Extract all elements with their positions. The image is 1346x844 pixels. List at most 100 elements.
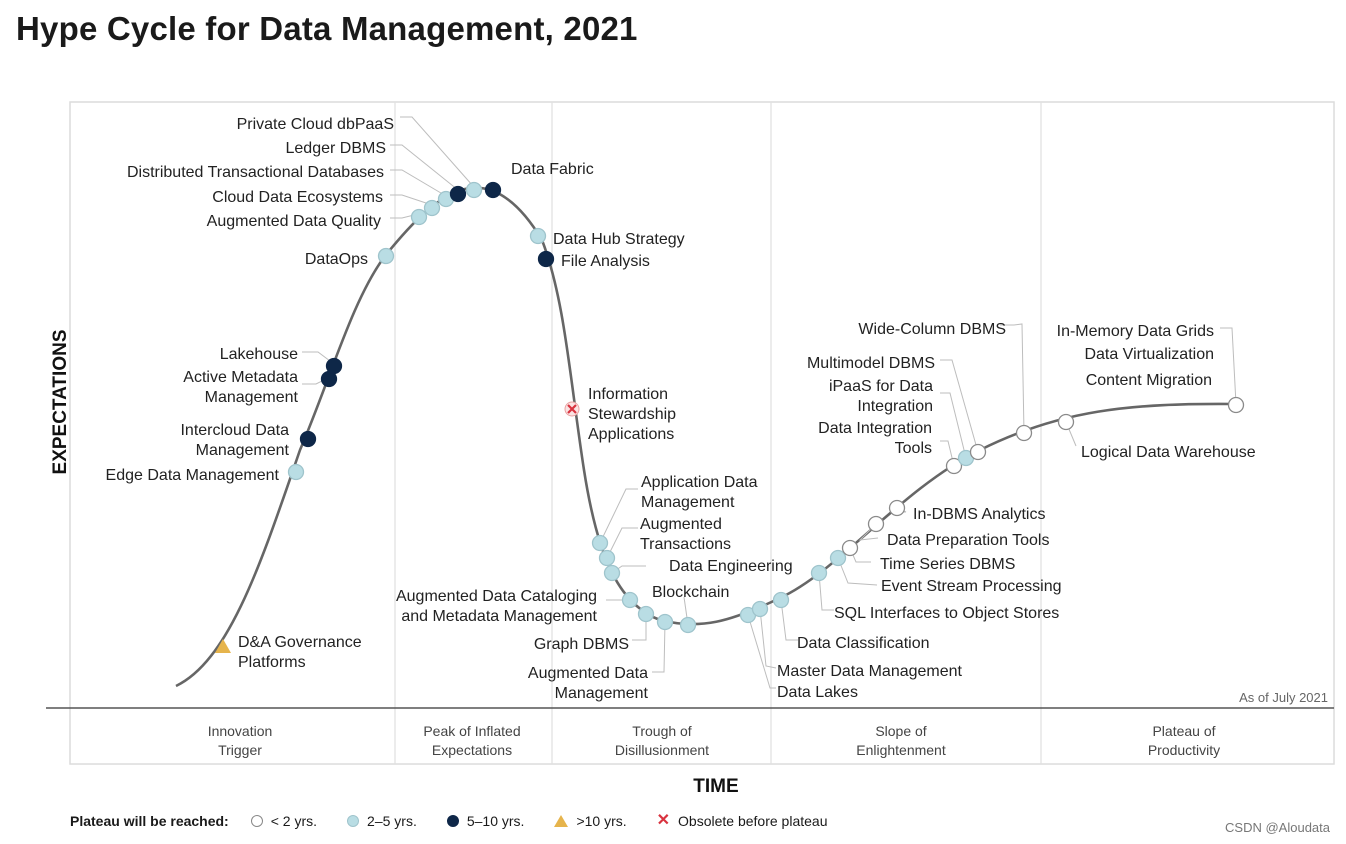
label-data-fabric: Data Fabric [511,161,594,178]
marker-augmented-data-cataloging-and-metadata-management [621,591,639,609]
label-application-data-management: Application Data Management [641,474,758,511]
marker-master-data-management [751,600,769,618]
phase-label-4: Slope of Enlightenment [856,723,946,758]
marker-data-integration-tools [945,457,963,475]
legend-label: 2–5 yrs. [367,813,417,829]
marker-multimodel-dbms [969,443,987,461]
phase-label-5: Plateau of Productivity [1148,723,1220,758]
marker-augmented-transactions [598,549,616,567]
label-data-lakes: Data Lakes [777,684,858,701]
label-in-dbms-analytics: In-DBMS Analytics [913,506,1045,523]
legend-item-2to5: 2–5 yrs. [347,813,417,829]
label-logical-data-warehouse: Logical Data Warehouse [1081,444,1256,461]
label-multimodel-dbms: Multimodel DBMS [807,355,935,372]
label-edge-data-management: Edge Data Management [106,467,280,484]
dark-blue-circle-icon [446,815,459,827]
marker-application-data-management [591,534,609,552]
red-x-icon: ✕ [656,812,671,829]
marker-triangle-d-a-governance-platforms [215,639,231,653]
x-axis-title: TIME [693,776,738,797]
page-title: Hype Cycle for Data Management, 2021 [16,10,638,47]
label-blockchain: Blockchain [652,584,729,601]
legend-label: Obsolete before plateau [678,813,828,829]
technology-markers [215,181,1245,653]
phase-label-2: Peak of Inflated Expectations [423,723,520,758]
legend-item-gt10: >10 yrs. [554,813,627,829]
marker-augmented-data-management [656,613,674,631]
marker-lakehouse [325,357,343,375]
marker-blockchain [679,616,697,634]
legend-label: >10 yrs. [576,813,627,829]
label-information-stewardship-applications: Information Stewardship Applications [588,386,676,443]
marker-event-stream-processing [829,549,847,567]
label-augmented-data-cataloging-and-metadata-management: Augmented Data Cataloging and Metadata Ma… [396,588,598,625]
marker-private-cloud-dbpaas [465,181,483,199]
label-lakehouse: Lakehouse [220,346,298,363]
yellow-triangle-icon [554,815,569,827]
marker-edge-data-management [287,463,305,481]
label-event-stream-processing: Event Stream Processing [881,578,1062,595]
label-augmented-transactions: Augmented Transactions [640,516,731,553]
label-content-migration: Content Migration [1086,372,1212,389]
label-d-a-governance-platforms: D&A Governance Platforms [238,634,362,671]
label-intercloud-data-management: Intercloud Data Management [180,422,289,459]
marker-intercloud-data-management [299,430,317,448]
label-sql-interfaces-to-object-stores: SQL Interfaces to Object Stores [834,605,1059,622]
marker-cloud-data-ecosystems [423,199,441,217]
label-active-metadata-management: Active Metadata Management [183,369,298,406]
marker-in-dbms-analytics [888,499,906,517]
marker-wide-column-dbms [1015,424,1033,442]
label-master-data-management: Master Data Management [777,663,963,680]
as-of-date: As of July 2021 [1239,690,1328,705]
phase-label-3: Trough of Disillusionment [615,723,709,758]
legend: Plateau will be reached: < 2 yrs. 2–5 yr… [70,812,858,830]
marker-augmented-data-quality [410,208,428,226]
legend-item-obsolete: ✕ Obsolete before plateau [656,812,828,830]
label-data-engineering: Data Engineering [669,558,793,575]
white-circle-icon [250,815,263,827]
marker-data-hub-strategy [529,227,547,245]
legend-item-lt2: < 2 yrs. [250,813,318,829]
label-distributed-transactional-databases: Distributed Transactional Databases [127,164,384,181]
y-axis-title: EXPECTATIONS [50,330,71,475]
marker-graph-dbms [637,605,655,623]
legend-title: Plateau will be reached: [70,813,229,829]
marker-data-preparation-tools [867,515,885,533]
marker-data-fabric [484,181,502,199]
marker-logical-data-warehouse [1057,413,1075,431]
legend-label: < 2 yrs. [270,813,318,829]
marker-time-series-dbms [841,539,859,557]
marker-x-information-stewardship-applications [564,401,580,417]
label-data-preparation-tools: Data Preparation Tools [887,532,1049,549]
marker-ledger-dbms [449,185,467,203]
label-in-memory-data-grids: In-Memory Data Grids [1057,323,1214,340]
marker-file-analysis [537,250,555,268]
marker-sql-interfaces-to-object-stores [810,564,828,582]
technology-labels: D&A Governance Platforms Edge Data Managem… [106,116,1256,702]
label-data-virtualization: Data Virtualization [1084,346,1214,363]
marker-data-engineering [603,564,621,582]
label-private-cloud-dbpaas: Private Cloud dbPaaS [237,116,394,133]
label-data-integration-tools: Data Integration Tools [818,420,932,457]
label-ipaas-for-data-integration: iPaaS for Data Integration [829,378,933,415]
label-ledger-dbms: Ledger DBMS [286,140,387,157]
plot-frame [69,101,1335,765]
marker-dataops [377,247,395,265]
label-time-series-dbms: Time Series DBMS [880,556,1015,573]
label-augmented-data-management: Augmented Data Management [528,665,649,702]
label-file-analysis: File Analysis [561,253,650,270]
label-graph-dbms: Graph DBMS [534,636,629,653]
phase-label-1: Innovation Trigger [208,723,273,758]
marker-data-classification [772,591,790,609]
label-augmented-data-quality: Augmented Data Quality [207,213,381,230]
label-dataops: DataOps [305,251,368,268]
legend-item-5to10: 5–10 yrs. [446,813,524,829]
leader-lines [302,116,1237,689]
watermark: CSDN @Aloudata [1225,820,1330,835]
phase-labels: Innovation Trigger Peak of Inflated Expecta… [208,723,1220,758]
label-data-classification: Data Classification [797,635,930,652]
label-cloud-data-ecosystems: Cloud Data Ecosystems [212,189,383,206]
light-blue-circle-icon [347,815,360,827]
label-wide-column-dbms: Wide-Column DBMS [858,321,1006,338]
